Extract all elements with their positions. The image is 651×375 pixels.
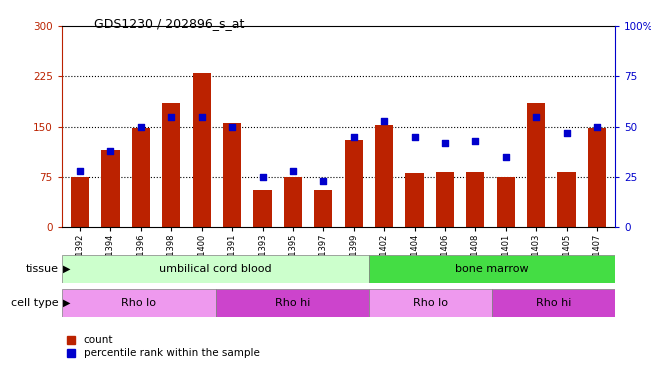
Bar (497, 177, 515, 227)
Bar (253, 190, 271, 227)
Point (318, 178, 329, 184)
Text: tissue: tissue (25, 264, 59, 274)
Point (166, 114, 176, 120)
Point (75, 168, 85, 174)
Legend: count, percentile rank within the sample: count, percentile rank within the sample (67, 335, 260, 358)
Bar (406, 173, 424, 227)
Bar (466, 172, 484, 227)
Text: Rho hi: Rho hi (536, 298, 572, 308)
Text: ▶: ▶ (63, 264, 71, 274)
Bar (436, 172, 454, 227)
Point (197, 114, 207, 120)
Point (379, 117, 389, 123)
Bar (557, 172, 575, 227)
Point (561, 130, 572, 136)
Bar (314, 190, 333, 227)
Point (105, 148, 116, 154)
Bar (132, 128, 150, 227)
Bar (102, 150, 120, 227)
Text: cell type: cell type (11, 298, 59, 308)
Text: umbilical cord blood: umbilical cord blood (159, 264, 272, 274)
Bar (162, 103, 180, 227)
Text: Rho hi: Rho hi (275, 298, 310, 308)
Point (439, 140, 450, 146)
Bar (62, 255, 369, 283)
Text: Rho lo: Rho lo (121, 298, 156, 308)
Bar (71, 177, 89, 227)
Point (135, 124, 146, 130)
Text: ▶: ▶ (63, 298, 71, 308)
Bar (223, 123, 242, 227)
Point (288, 168, 298, 174)
Bar (369, 289, 492, 317)
Point (409, 134, 420, 140)
Bar (215, 289, 369, 317)
Point (257, 174, 268, 180)
Bar (527, 103, 546, 227)
Point (348, 134, 359, 140)
Text: bone marrow: bone marrow (456, 264, 529, 274)
Bar (588, 128, 606, 227)
Text: Rho lo: Rho lo (413, 298, 449, 308)
Bar (62, 289, 215, 317)
Bar (369, 255, 615, 283)
Bar (344, 140, 363, 227)
Point (531, 114, 542, 120)
Point (227, 124, 238, 130)
Point (470, 138, 480, 144)
Text: GDS1230 / 202896_s_at: GDS1230 / 202896_s_at (94, 17, 245, 30)
Point (592, 124, 602, 130)
Bar (375, 125, 393, 227)
Point (501, 154, 511, 160)
Bar (193, 73, 211, 227)
Bar (492, 289, 615, 317)
Bar (284, 177, 302, 227)
